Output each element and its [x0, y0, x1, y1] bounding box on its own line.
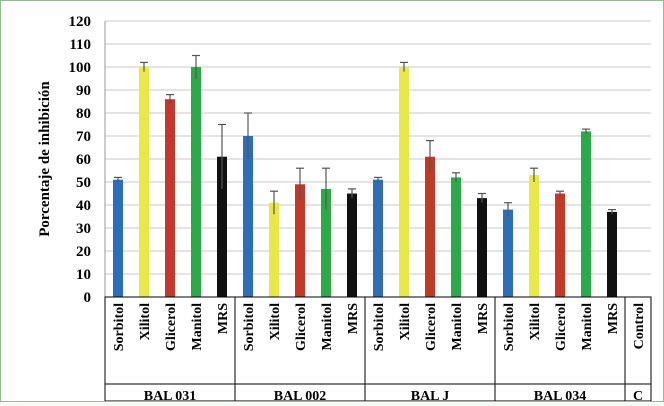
group-label: BAL J [411, 389, 450, 401]
error-bar [530, 167, 538, 182]
category-label: Glicerol [424, 303, 439, 351]
y-tick-label: 60 [76, 152, 91, 168]
y-tick-label: 80 [76, 106, 91, 122]
bar [165, 99, 175, 297]
group-label: BAL 034 [534, 389, 587, 401]
category-label: Xilitol [268, 303, 283, 340]
category-label: Manitol [580, 303, 595, 351]
category-label: MRS [216, 303, 231, 334]
y-axis-label: Porcentaje de inhibición [37, 81, 53, 237]
y-tick-label: 20 [76, 244, 91, 260]
category-label: Sorbitol [242, 303, 257, 351]
bar [425, 156, 435, 297]
category-label: MRS [346, 303, 361, 334]
category-label: Xilitol [138, 303, 153, 340]
y-tick-label: 50 [76, 175, 91, 191]
category-label: Manitol [320, 303, 335, 351]
error-bars [114, 54, 616, 217]
error-bar [504, 202, 512, 217]
y-tick-label: 90 [76, 83, 91, 99]
category-label: Sorbitol [502, 303, 517, 351]
bar [373, 179, 383, 297]
error-bar [452, 172, 460, 182]
bar [113, 179, 123, 297]
bar [399, 67, 409, 297]
bar [347, 193, 357, 297]
bar [191, 67, 201, 297]
y-tick-label: 0 [84, 290, 92, 306]
error-bar [374, 176, 382, 182]
y-tick-label: 10 [76, 267, 91, 283]
y-tick-label: 40 [76, 198, 91, 214]
category-table: BAL 031 BAL 002 BAL J BAL 034 C Sorbitol Xilit… [104, 296, 652, 404]
error-bar [556, 190, 564, 196]
error-bar [296, 167, 304, 201]
category-label: Glicerol [294, 303, 309, 351]
bar [555, 193, 565, 297]
bar [503, 209, 513, 297]
bar [217, 156, 227, 297]
error-bar [400, 61, 408, 72]
error-bar [608, 209, 616, 215]
error-bar [218, 123, 226, 189]
category-label: MRS [476, 303, 491, 334]
bar [269, 202, 279, 297]
bar [321, 188, 331, 297]
error-bar [192, 54, 200, 79]
category-label: Manitol [450, 303, 465, 351]
bar [139, 67, 149, 297]
bar [581, 131, 591, 297]
bar [451, 177, 461, 297]
bar [295, 184, 305, 297]
category-label: Control [632, 303, 647, 350]
error-bar [270, 190, 278, 215]
category-label: Glicerol [554, 303, 569, 351]
y-axis-ticks: 0 10 20 30 40 50 60 70 80 90 100 110 120 [69, 14, 92, 306]
error-bar [166, 93, 174, 104]
category-label: Glicerol [164, 303, 179, 351]
error-bar [426, 140, 434, 173]
category-label: Manitol [190, 303, 205, 351]
y-tick-label: 100 [69, 60, 92, 76]
bar [243, 136, 253, 297]
bar [477, 198, 487, 297]
category-label: MRS [606, 303, 621, 334]
error-bar [244, 112, 252, 159]
y-tick-label: 110 [69, 37, 91, 53]
error-bar [114, 176, 122, 182]
group-label: BAL 002 [274, 389, 327, 401]
bars [113, 67, 617, 297]
error-bar [348, 188, 356, 199]
bar [607, 211, 617, 297]
error-bar [140, 61, 148, 72]
category-label: Sorbitol [112, 303, 127, 351]
bar [529, 175, 539, 297]
category-label: Xilitol [528, 303, 543, 340]
error-bar [322, 167, 330, 210]
y-tick-label: 120 [69, 14, 92, 30]
group-label: C [633, 389, 643, 401]
error-bar [478, 192, 486, 203]
group-label: BAL 031 [144, 389, 197, 401]
y-tick-label: 30 [76, 221, 91, 237]
category-label: Sorbitol [372, 303, 387, 351]
y-tick-label: 70 [76, 129, 91, 145]
category-label: Xilitol [398, 303, 413, 340]
error-bar [582, 128, 590, 134]
